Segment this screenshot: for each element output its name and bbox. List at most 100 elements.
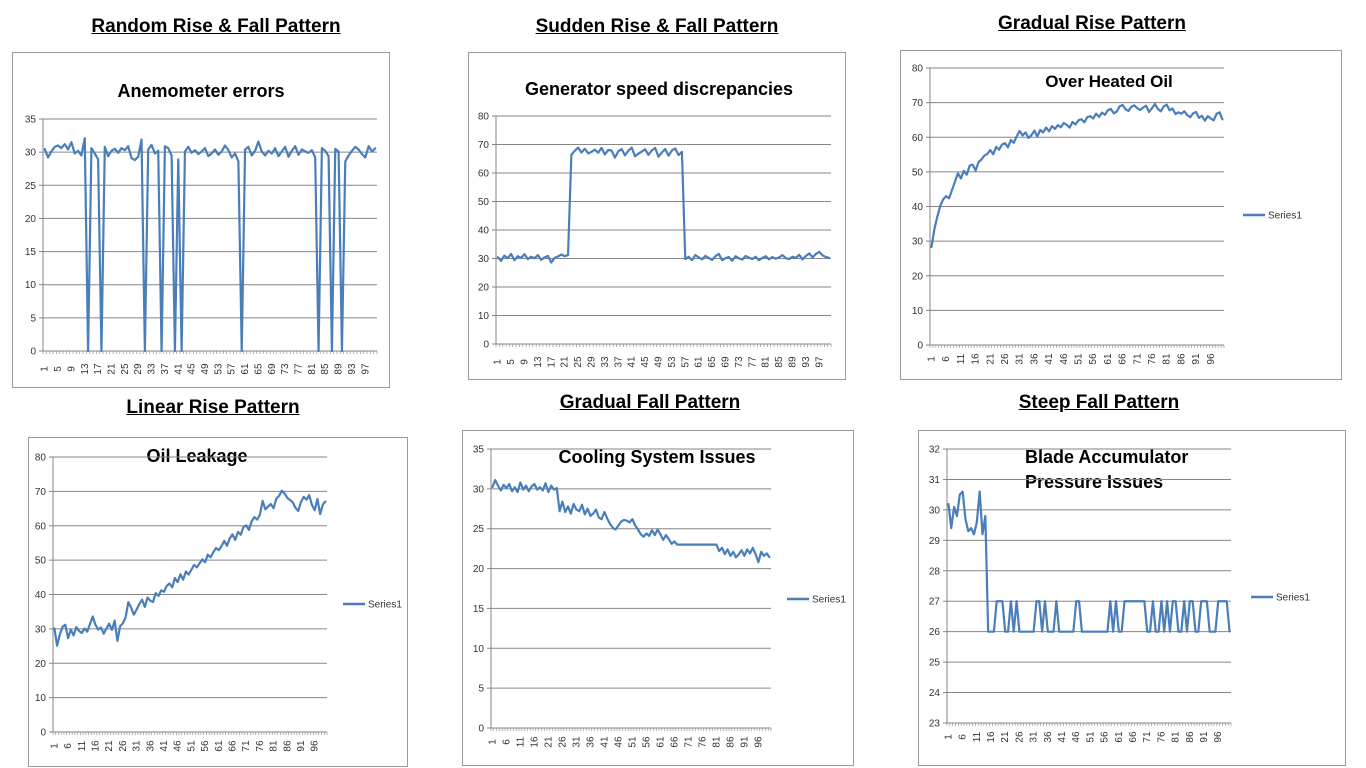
data-point (959, 177, 962, 180)
x-tick-label: 36 (585, 736, 596, 748)
y-tick-label: 10 (25, 280, 37, 291)
y-tick-label: 50 (478, 197, 490, 208)
data-point (965, 173, 968, 176)
data-point (53, 627, 56, 630)
data-point (1143, 600, 1146, 603)
data-point (69, 628, 72, 631)
y-tick-label: 30 (929, 505, 941, 516)
x-tick-label: 61 (1103, 353, 1114, 365)
x-tick-label: 33 (147, 363, 158, 375)
data-point (726, 548, 729, 551)
data-point (670, 149, 673, 152)
data-point (209, 556, 212, 559)
x-tick-label: 1 (40, 366, 51, 372)
data-point (1163, 630, 1166, 633)
x-tick-label: 97 (814, 356, 825, 368)
data-point (1139, 109, 1142, 111)
x-tick-label: 53 (213, 363, 224, 375)
y-tick-label: 0 (483, 340, 489, 351)
data-point (808, 252, 811, 255)
data-point (691, 259, 693, 262)
data-point (664, 148, 667, 150)
data-point (698, 543, 701, 546)
data-point (1077, 119, 1080, 122)
data-point (1171, 600, 1174, 603)
data-point (124, 616, 127, 619)
data-point (704, 255, 707, 257)
data-point (1104, 113, 1106, 116)
x-tick-label: 91 (1199, 731, 1210, 743)
data-point (179, 573, 182, 576)
x-tick-label: 51 (1073, 353, 1084, 365)
data-point (611, 527, 614, 529)
data-point (138, 603, 141, 606)
data-point (72, 634, 75, 637)
data-point (1186, 630, 1188, 633)
data-point (778, 256, 780, 259)
data-point (1132, 600, 1134, 603)
data-point (146, 596, 149, 599)
data-point (815, 253, 817, 255)
data-point (550, 484, 553, 487)
data-point (294, 506, 297, 509)
data-point (557, 255, 559, 258)
x-tick-label: 25 (120, 363, 131, 375)
data-point (587, 152, 590, 155)
x-tick-label: 71 (1132, 353, 1143, 365)
data-point (77, 149, 79, 152)
data-point (764, 255, 767, 258)
data-point (1177, 111, 1180, 114)
x-tick-label: 13 (533, 356, 544, 368)
data-point (137, 155, 140, 158)
x-tick-label: 29 (133, 363, 144, 375)
data-point (168, 582, 171, 585)
data-point (520, 257, 523, 259)
data-point (679, 543, 681, 546)
data-point (1004, 142, 1006, 145)
data-point (226, 544, 228, 547)
data-point (160, 589, 163, 592)
data-point (97, 628, 100, 631)
data-point (727, 256, 730, 258)
data-point (180, 350, 183, 352)
data-point (90, 147, 93, 150)
data-point (536, 488, 539, 491)
data-point (110, 149, 113, 152)
data-point (100, 626, 102, 629)
data-point (748, 256, 750, 259)
data-point (70, 141, 73, 144)
data-point (1024, 131, 1027, 134)
data-point (197, 153, 200, 156)
data-point (631, 518, 634, 521)
data-point (544, 482, 547, 485)
data-point (117, 151, 120, 154)
y-tick-label: 0 (30, 347, 36, 358)
data-point (543, 256, 546, 259)
x-tick-label: 17 (93, 363, 104, 375)
data-point (513, 486, 516, 489)
data-point (152, 601, 154, 603)
data-point (300, 148, 303, 151)
data-point (656, 528, 659, 531)
x-tick-label: 61 (240, 363, 251, 375)
data-point (210, 152, 213, 155)
data-point (310, 149, 313, 152)
x-tick-label: 56 (1088, 353, 1099, 365)
legend-label: Series1 (1276, 593, 1310, 604)
data-point (261, 500, 264, 502)
x-tick-label: 69 (720, 356, 731, 368)
chart-panel-oil-leakage: Oil Leakage 0 10 20 30 40 50 60 70 80 1 6 11 16 21 26 31… (28, 437, 408, 767)
data-point (1120, 630, 1123, 633)
chart-svg-1: Generator speed discrepancies 0 10 20 30 40 50… (478, 79, 832, 368)
data-point (660, 151, 663, 154)
x-tick-label: 11 (956, 353, 967, 364)
x-tick-label: 45 (187, 363, 198, 375)
data-point (677, 154, 680, 156)
data-point (1092, 117, 1095, 120)
data-point (597, 516, 600, 519)
data-point (714, 255, 717, 258)
data-point (107, 155, 110, 158)
data-point (794, 257, 797, 259)
x-tick-label: 81 (711, 736, 722, 748)
data-point (1159, 110, 1162, 113)
